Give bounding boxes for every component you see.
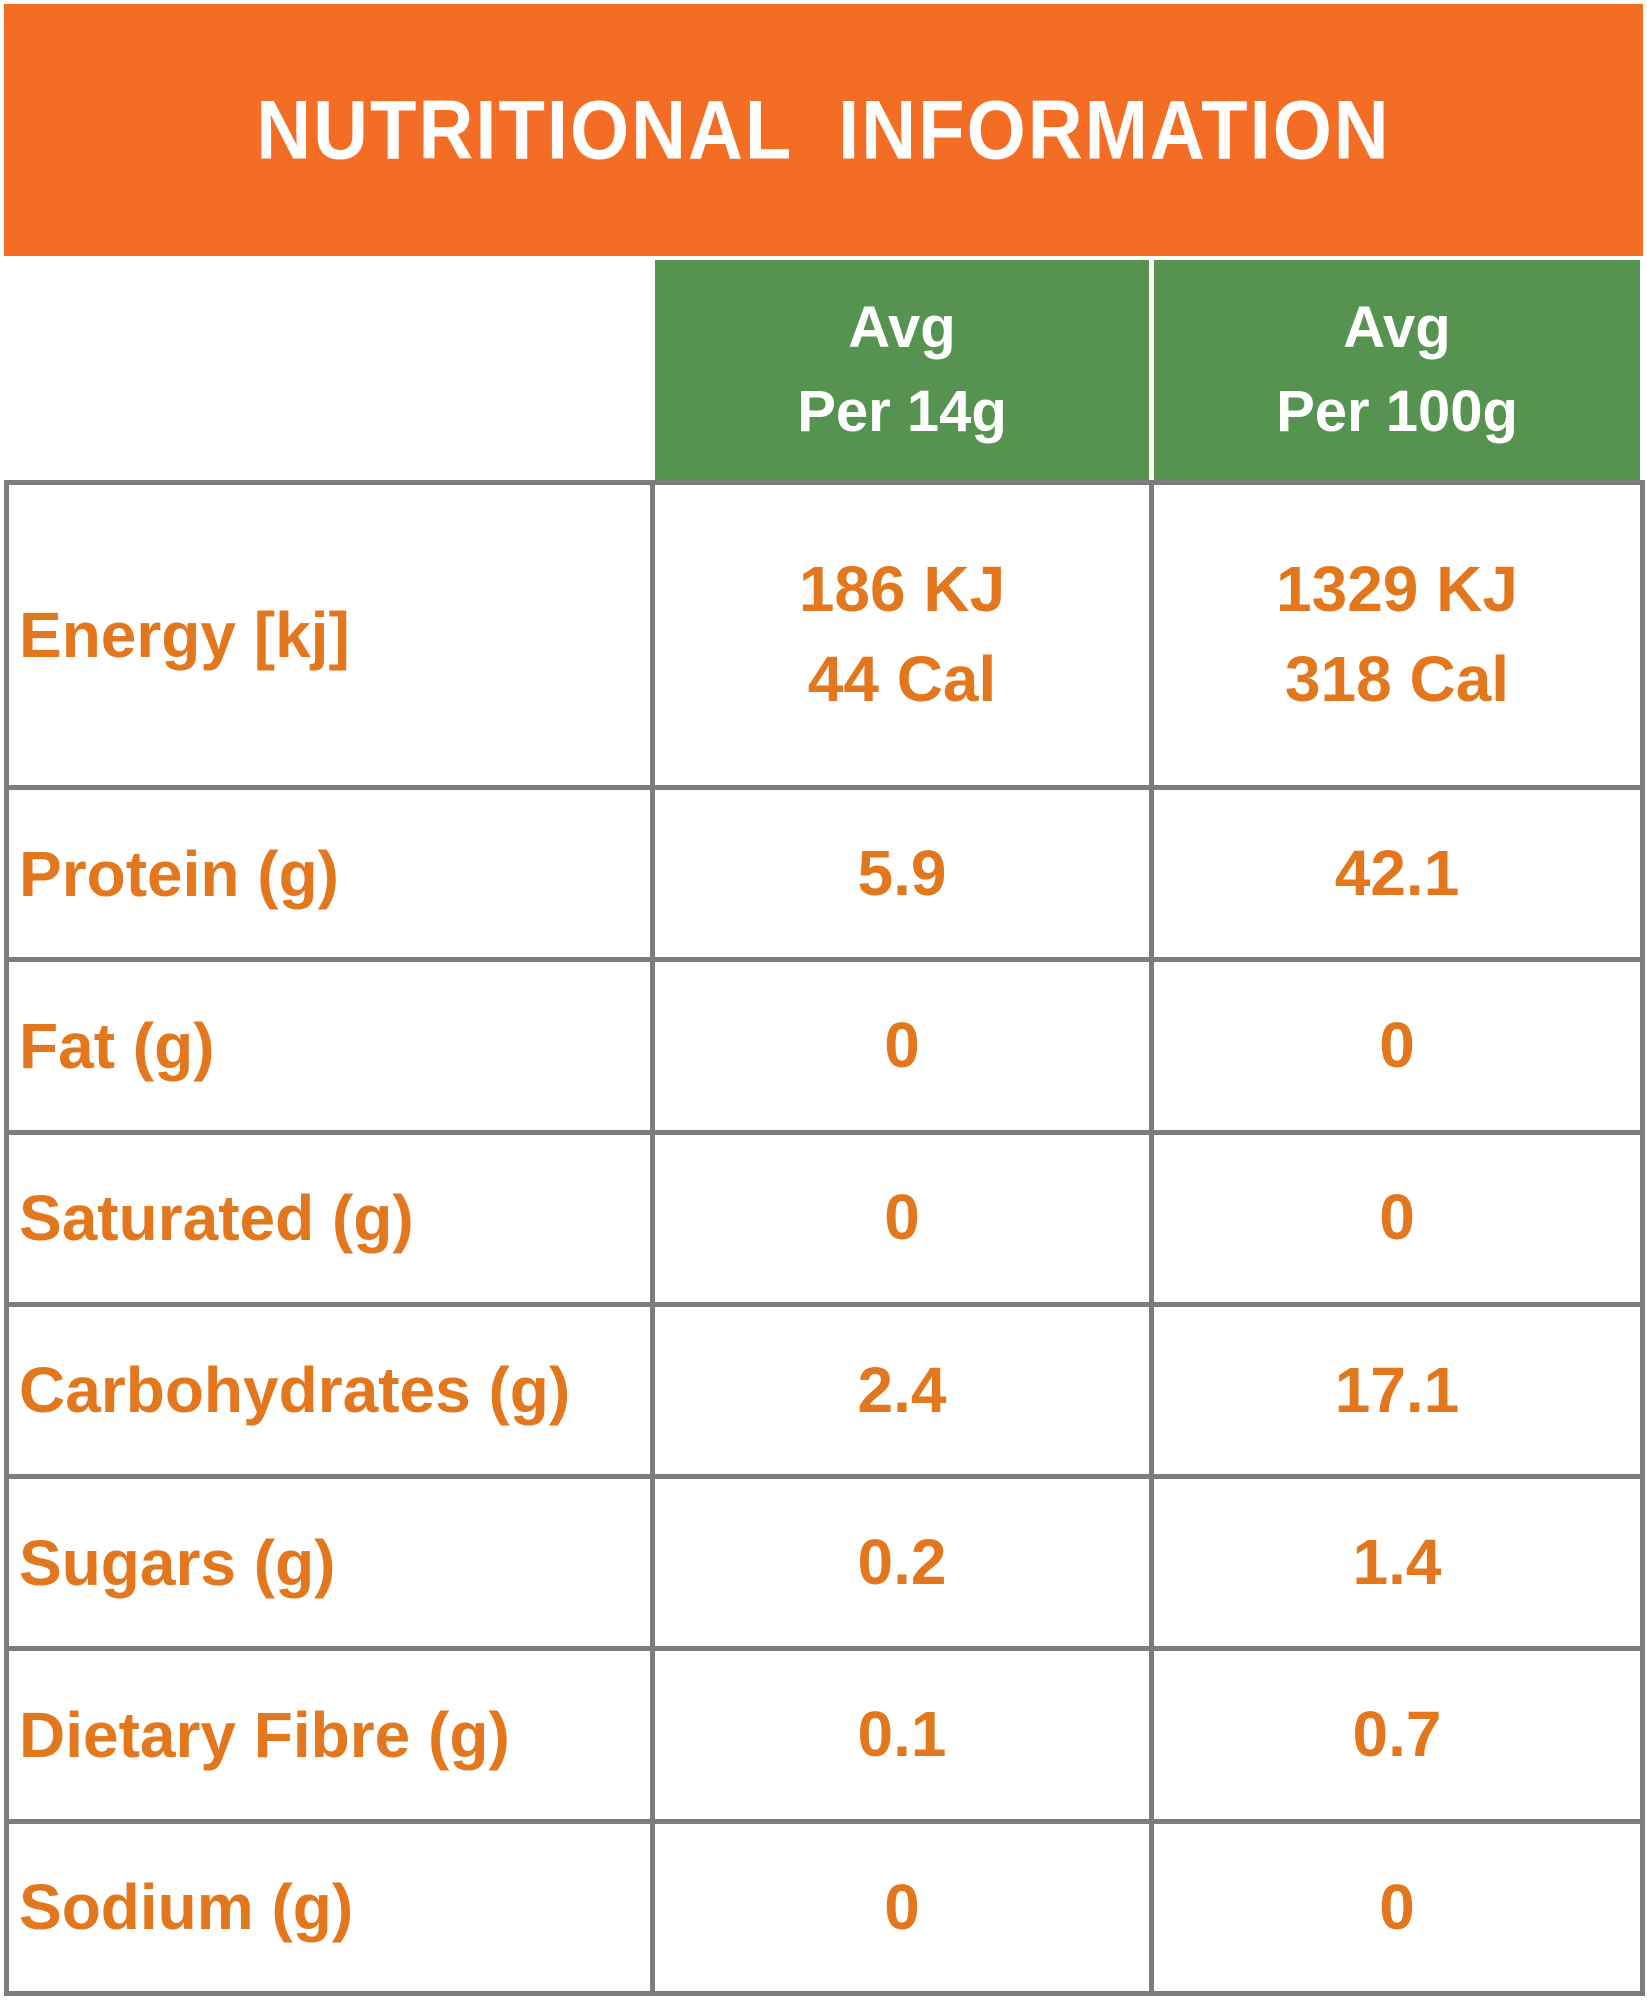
row-value-per-14g: 0.2	[655, 1479, 1149, 1647]
row-label: Fat (g)	[9, 962, 650, 1130]
row-value-per-14g: 0.1	[655, 1651, 1149, 1819]
row-value-per-100g: 42.1	[1154, 790, 1640, 958]
column-header-spacer	[9, 260, 650, 480]
row-value-per-14g: 0	[655, 1134, 1149, 1302]
column-header-per-100g: Avg Per 100g	[1154, 260, 1640, 480]
nutrition-table: Energy [kj] 186 KJ 44 Cal 1329 KJ 318 Ca…	[4, 480, 1645, 1996]
title-banner: NUTRITIONAL INFORMATION	[4, 4, 1643, 256]
row-value-per-14g: 5.9	[655, 790, 1149, 958]
row-label: Carbohydrates (g)	[9, 1306, 650, 1475]
column-header-line2: Per 14g	[797, 379, 1007, 444]
page-title: NUTRITIONAL INFORMATION	[256, 83, 1391, 177]
row-value-per-100g: 0	[1154, 1823, 1640, 1991]
row-label: Dietary Fibre (g)	[9, 1651, 650, 1819]
row-value-per-100g: 0.7	[1154, 1651, 1640, 1819]
row-value-per-100g: 0	[1154, 1134, 1640, 1302]
row-label: Sugars (g)	[9, 1479, 650, 1647]
row-value-per-100g: 1329 KJ 318 Cal	[1154, 485, 1640, 785]
row-label: Saturated (g)	[9, 1134, 650, 1302]
column-header-line1: Avg	[1343, 294, 1451, 360]
row-label: Sodium (g)	[9, 1823, 650, 1991]
column-header-line1: Avg	[848, 294, 956, 360]
row-value-per-100g: 17.1	[1154, 1306, 1640, 1475]
row-value-per-14g: 0	[655, 962, 1149, 1130]
row-value-per-100g: 0	[1154, 962, 1640, 1130]
column-header-per-14g: Avg Per 14g	[655, 260, 1149, 480]
row-value-per-100g: 1.4	[1154, 1479, 1640, 1647]
column-headers: Avg Per 14g Avg Per 100g	[4, 260, 1645, 480]
column-header-line2: Per 100g	[1276, 379, 1518, 444]
row-label: Protein (g)	[9, 790, 650, 958]
row-value-per-14g: 0	[655, 1823, 1149, 1991]
row-label: Energy [kj]	[9, 485, 650, 785]
row-value-per-14g: 2.4	[655, 1306, 1149, 1475]
row-value-per-14g: 186 KJ 44 Cal	[655, 485, 1149, 785]
